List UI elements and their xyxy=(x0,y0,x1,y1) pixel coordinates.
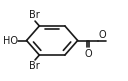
Text: Br: Br xyxy=(29,61,40,71)
Text: HO: HO xyxy=(3,35,18,46)
Text: O: O xyxy=(99,30,106,40)
Text: O: O xyxy=(84,49,92,59)
Text: Br: Br xyxy=(29,10,40,20)
